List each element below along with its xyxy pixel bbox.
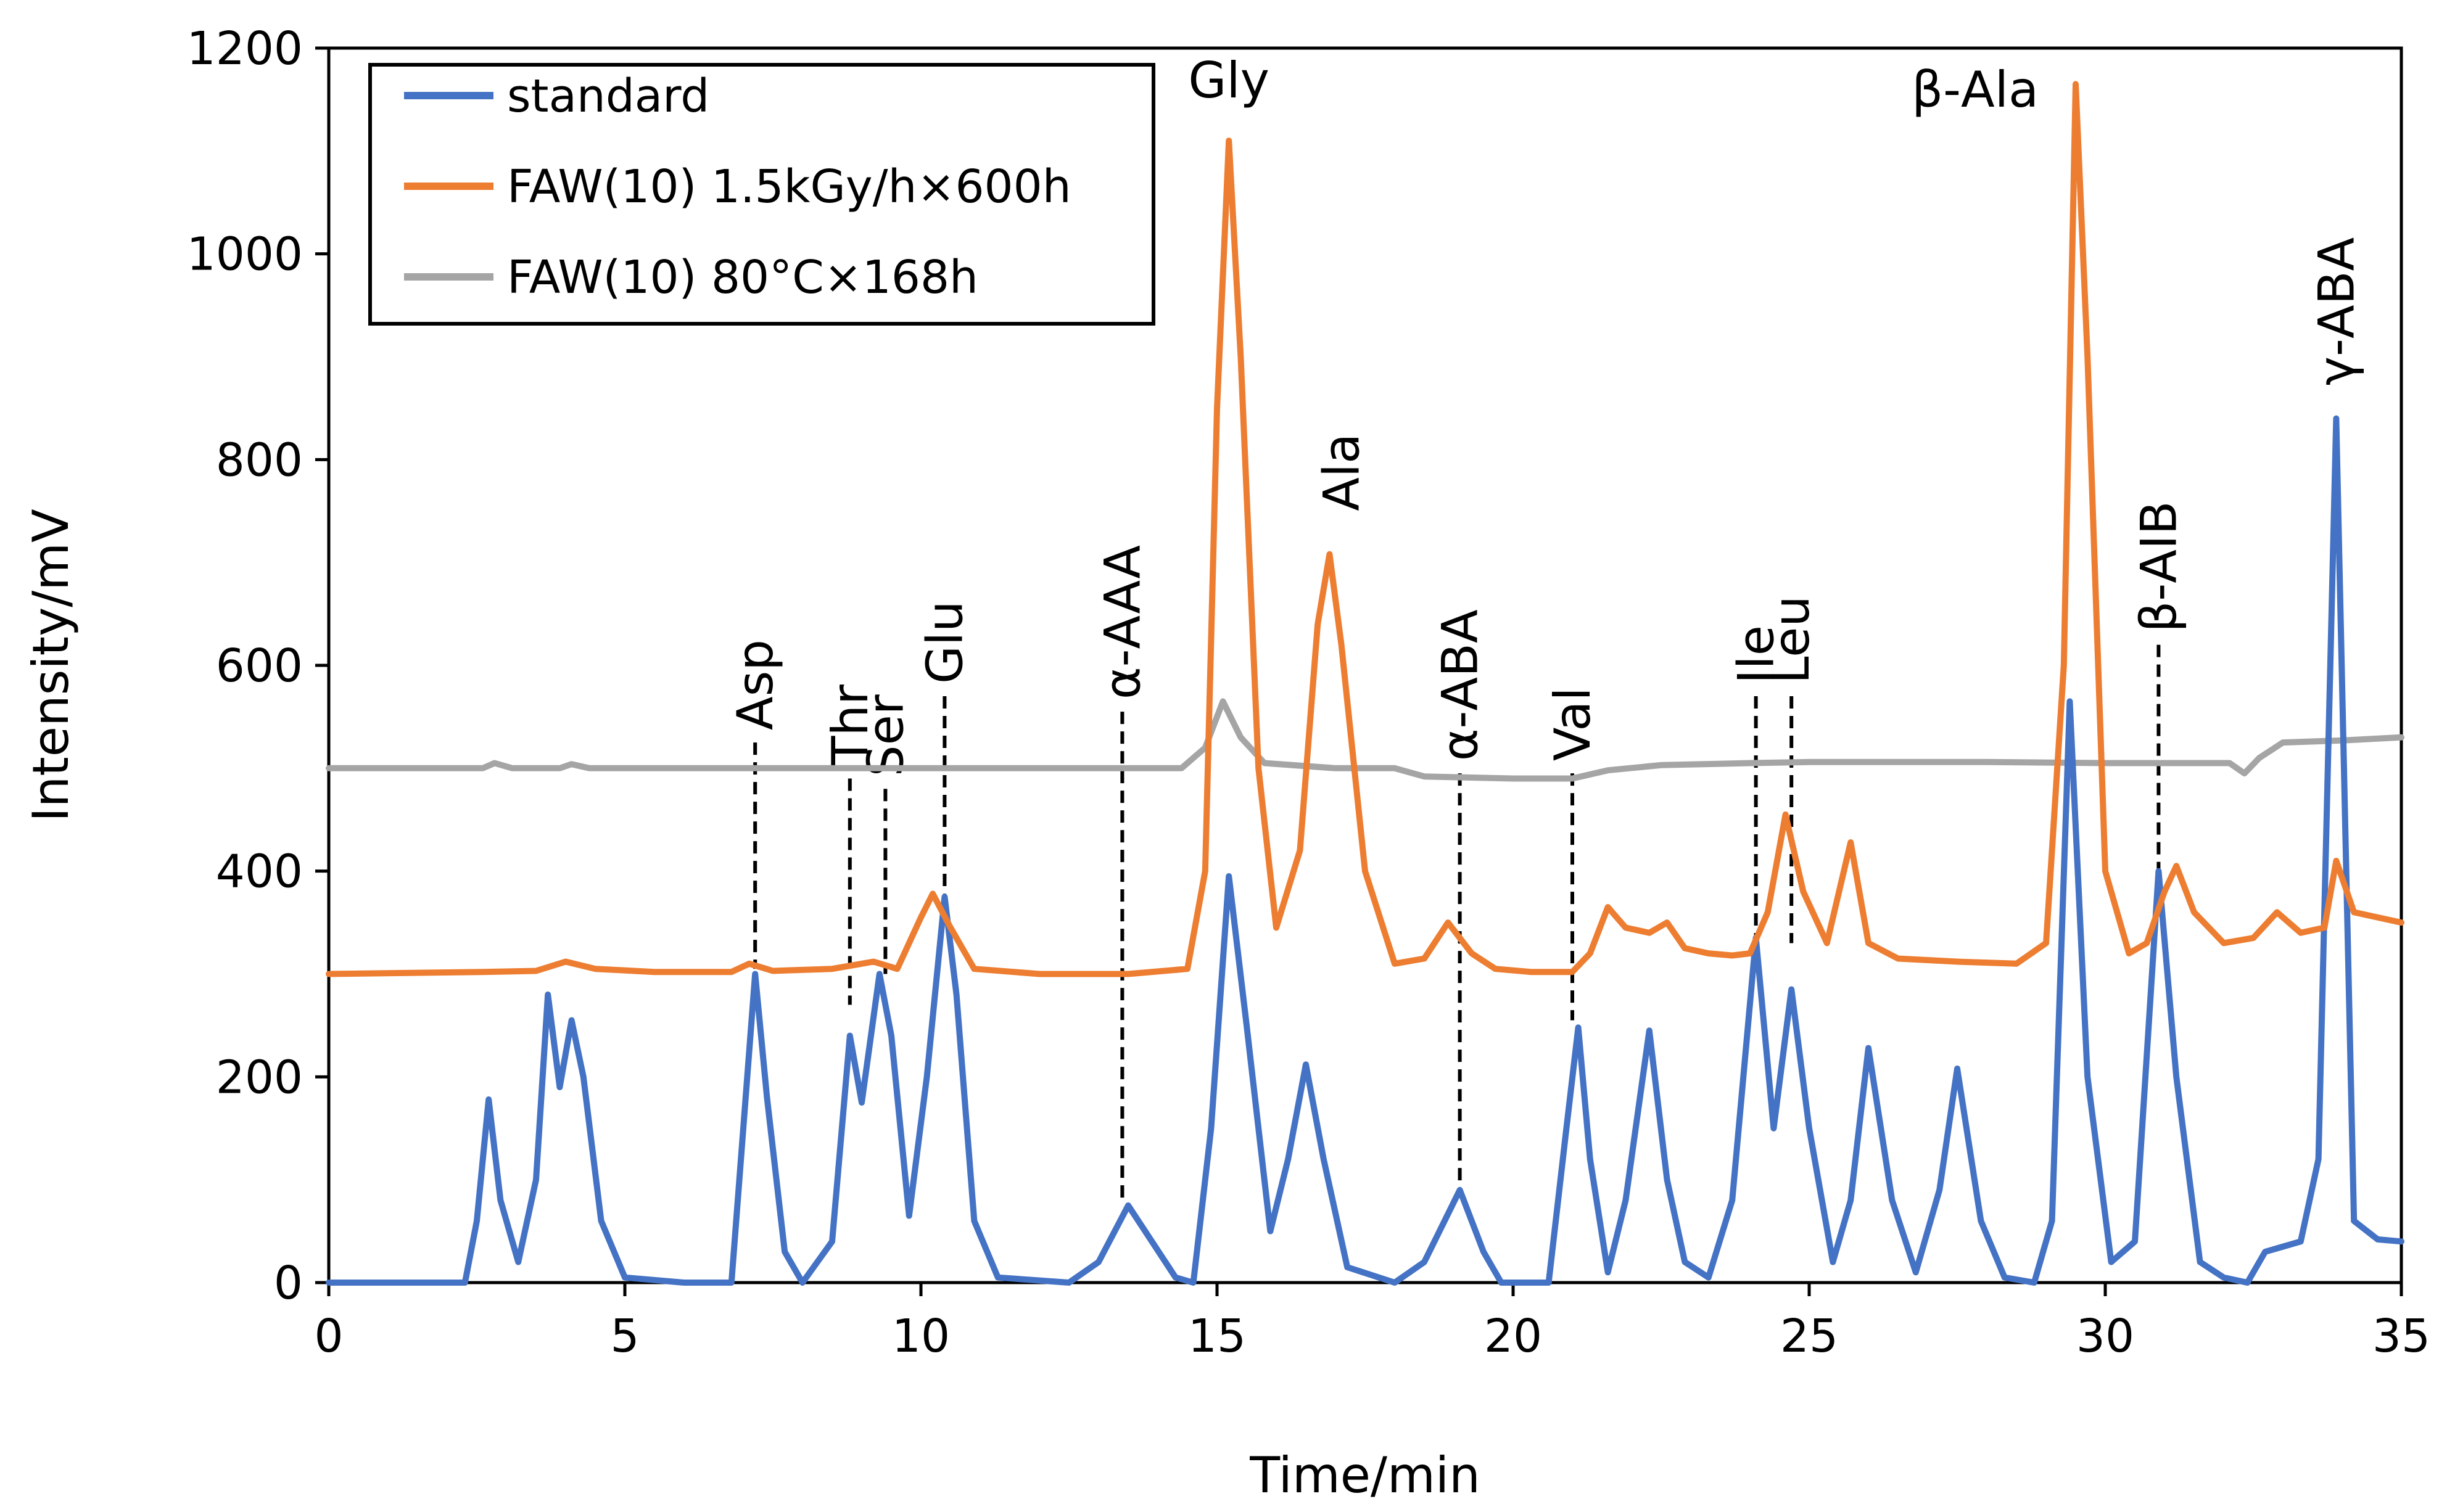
peak-label: Ile: [1728, 625, 1785, 684]
peak-label: Ser: [857, 694, 914, 776]
peak-label: α-AAA: [1094, 545, 1151, 700]
peak-label: γ-ABA: [2308, 237, 2365, 385]
peak-label: β-Ala: [1912, 61, 2039, 118]
x-tick-label: 25: [1780, 1310, 1838, 1363]
peak-label: α-ABA: [1432, 609, 1489, 761]
y-tick-label: 1200: [187, 22, 303, 75]
x-tick-label: 5: [610, 1310, 639, 1363]
x-tick-label: 10: [892, 1310, 950, 1363]
legend: standard FAW(10) 1.5kGy/h×600h FAW(10) 80°…: [368, 63, 1155, 326]
peak-label: Asp: [727, 639, 784, 730]
series-line-2: [326, 698, 2404, 782]
series-line-1: [326, 81, 2404, 977]
peak-label: Leu: [1763, 596, 1820, 684]
x-tick-label: 0: [314, 1310, 343, 1363]
x-axis-title: Time/min: [1249, 1447, 1480, 1504]
peak-label: Glu: [916, 601, 973, 684]
peak-label: Ala: [1313, 433, 1371, 511]
peak-label: β-AIB: [2130, 501, 2187, 633]
peak-label: Gly: [1188, 52, 1269, 109]
peak-label: Val: [1544, 687, 1601, 761]
y-tick-label: 1000: [187, 228, 303, 281]
x-tick-label: 15: [1188, 1310, 1246, 1363]
legend-label: FAW(10) 80°C×168h: [507, 251, 978, 304]
axes: 0 5 10 15 20 25 30 35 0 200 400 600 800 1000 1200 Time/…: [22, 22, 2430, 1504]
series-line-0: [326, 415, 2404, 1286]
y-tick-label: 200: [216, 1051, 303, 1104]
series-lines: [326, 81, 2404, 1286]
legend-label: FAW(10) 1.5kGy/h×600h: [507, 160, 1071, 213]
y-tick-label: 600: [216, 639, 303, 692]
legend-label: standard: [507, 70, 709, 123]
y-tick-label: 800: [216, 433, 303, 487]
x-tick-label: 30: [2076, 1310, 2134, 1363]
x-tick-label: 20: [1484, 1310, 1542, 1363]
y-tick-label: 400: [216, 845, 303, 898]
y-tick-label: 0: [274, 1257, 303, 1310]
x-tick-label: 35: [2372, 1310, 2430, 1363]
legend-box: [368, 63, 1155, 326]
peak-label: Thr: [822, 684, 879, 767]
y-axis-title: Intensity/mV: [22, 509, 80, 822]
